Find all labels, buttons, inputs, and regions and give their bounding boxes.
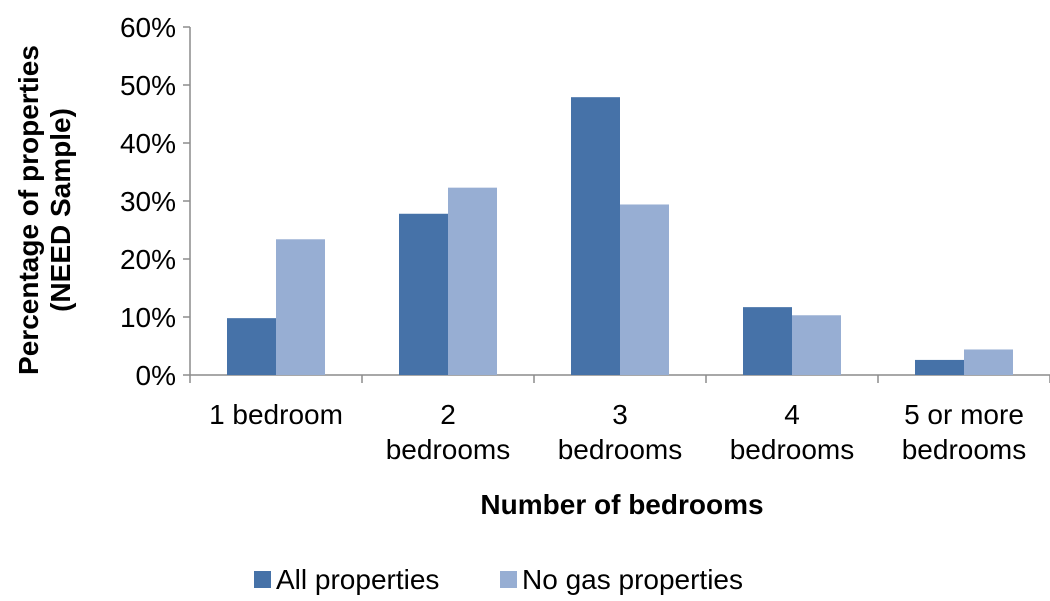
y-tick-label: 50% xyxy=(120,70,176,101)
legend-swatch xyxy=(500,571,517,588)
legend-swatch xyxy=(254,571,271,588)
x-axis-title: Number of bedrooms xyxy=(480,489,763,520)
bar xyxy=(792,315,841,375)
bars xyxy=(227,97,1013,376)
bar xyxy=(571,97,620,376)
x-tick-label: 2 bedrooms xyxy=(386,399,511,465)
bar xyxy=(743,307,792,375)
y-tick-label: 40% xyxy=(120,128,176,159)
x-tick-label: 5 or more bedrooms xyxy=(902,399,1027,465)
legend-label: All properties xyxy=(276,564,439,595)
x-tick-label: 3 bedrooms xyxy=(558,399,683,465)
bar xyxy=(915,359,964,375)
bar xyxy=(227,318,276,375)
y-tick-label: 10% xyxy=(120,302,176,333)
x-tick-label: 1 bedroom xyxy=(209,399,343,430)
x-axis xyxy=(189,374,1050,383)
bar xyxy=(399,213,448,375)
x-tick-labels: 1 bedroom 2 bedrooms 3 bedrooms 4 bedrooms 5 or… xyxy=(209,399,1026,465)
legend-label: No gas properties xyxy=(522,564,743,595)
bar xyxy=(964,349,1013,375)
y-axis-title: Percentage of properties(NEED Sample) xyxy=(13,45,76,375)
y-axis-title-text: Percentage of properties(NEED Sample) xyxy=(13,45,76,375)
y-tick-label: 60% xyxy=(120,12,176,43)
bar xyxy=(276,239,325,375)
bar xyxy=(620,204,669,375)
legend: All properties No gas properties xyxy=(254,564,743,595)
y-tick-label: 0% xyxy=(136,360,176,391)
y-axis: 0% 10% 20% 30% 40% 50% 60% xyxy=(120,12,191,391)
y-tick-label: 20% xyxy=(120,244,176,275)
x-tick-label: 4 bedrooms xyxy=(730,399,855,465)
y-tick-label: 30% xyxy=(120,186,176,217)
bar xyxy=(448,187,497,375)
